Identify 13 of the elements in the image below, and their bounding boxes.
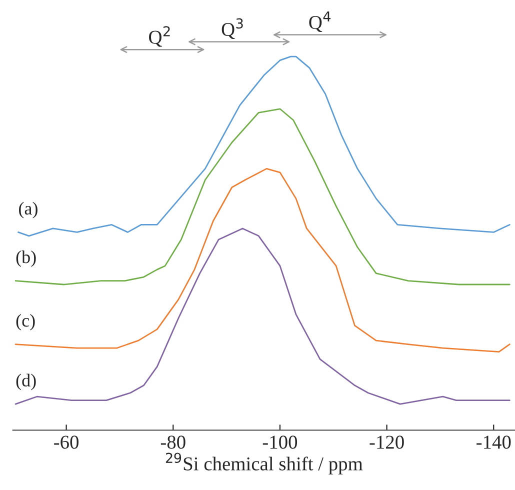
- x-tick-label: -80: [160, 436, 186, 449]
- series-label: (a): [19, 202, 38, 218]
- x-tick-label: -60: [54, 436, 79, 449]
- x-axis-title: $^{29}$Si chemical shift / ppm: [166, 452, 363, 474]
- text: Q$^{4}$: [309, 12, 331, 32]
- series-label: (b): [16, 250, 36, 267]
- x-tick-label: -140: [476, 436, 511, 449]
- series-label: (c): [16, 314, 35, 330]
- text: Q$^{2}$: [149, 26, 170, 47]
- series-label: (d): [16, 374, 36, 390]
- x-tick-label: -100: [262, 436, 298, 449]
- x-tick-label: -120: [370, 436, 404, 449]
- text: Q$^{3}$: [222, 18, 243, 39]
